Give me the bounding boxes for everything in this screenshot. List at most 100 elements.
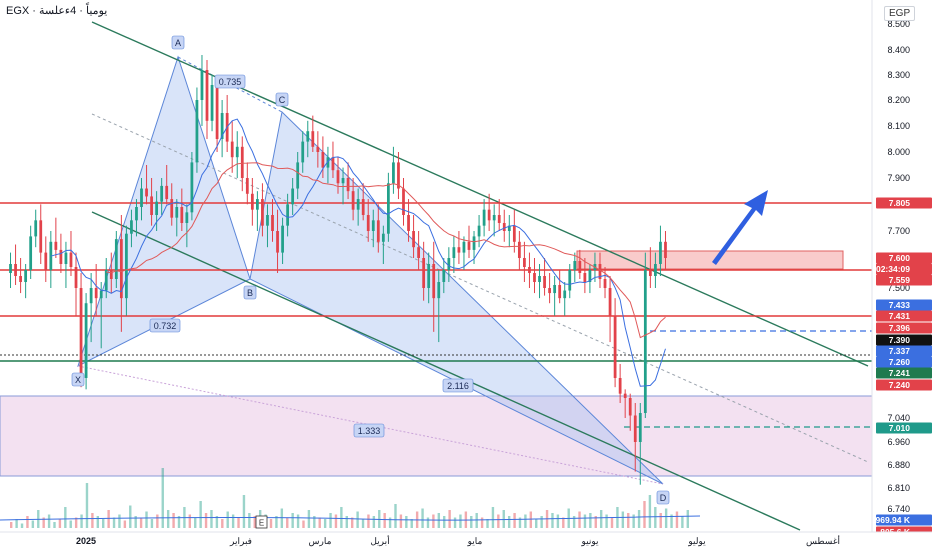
volume-bar [448,510,451,528]
volume-bar [372,516,376,528]
candle-body [457,247,461,253]
volume-bar [648,495,652,528]
time-tick-label: أبريل [370,534,389,547]
harmonic-ac-line [177,56,283,113]
price-tag-value: 7.433 [889,300,911,310]
volume-bar [491,507,495,528]
volume-bar [351,517,354,528]
candle-body [185,212,189,223]
candle-body [84,303,88,378]
volume-bar [583,514,587,528]
volume-bar [161,468,164,528]
candle-body [487,209,491,221]
candle-body [502,223,506,231]
volume-bar [643,501,646,528]
candle-body [210,85,214,121]
candle-body [517,241,521,258]
candle-body [281,225,284,253]
price-tag-value: 7.010 [889,423,911,433]
candle-body [462,241,466,253]
volume-bar [145,511,148,528]
volume-bar [139,517,143,528]
candle-body [392,162,395,184]
candle-body [648,270,652,276]
candle-body [271,215,274,231]
candle-body [230,141,234,158]
candle-body [356,199,360,210]
currency-badge[interactable]: EGP [884,6,916,21]
volume-bar [10,522,13,528]
price-tick-label: 7.900 [887,173,910,183]
candle-body [371,220,375,231]
price-tag-box [876,422,932,434]
candle-body [250,193,254,210]
time-axis-bg [0,532,932,550]
volume-bar [74,517,78,528]
candle-body [94,288,98,299]
volume-bar [670,514,673,528]
volume-bar [605,514,608,528]
candle-body [402,188,405,215]
candle-body [39,220,43,253]
candle-body [165,185,169,200]
volume-bar [123,520,127,528]
price-tick-label: 6.810 [887,483,910,493]
volume-bar [459,514,462,528]
volume-bar [85,483,89,528]
volume-bar [177,516,181,528]
candle-body [240,146,244,178]
price-tick-label: 8.200 [887,95,910,105]
candle-body [140,188,143,207]
price-tick-label: 7.500 [887,283,910,293]
volume-bar [231,514,235,528]
price-tag-value: 7.240 [889,380,911,390]
candle-body [119,239,123,299]
candle-body [336,170,340,184]
candle-body [643,270,647,413]
moving-average-20 [106,162,666,339]
candle-body [109,270,113,279]
candle-body [205,70,209,121]
volume-bar [681,516,684,528]
candle-body [59,249,63,264]
candle-body [351,191,355,210]
candle-body [397,162,400,189]
candle-body [583,273,587,282]
volume-bar [610,517,614,528]
volume-bar [345,516,348,528]
candle-body [54,241,58,250]
volume-bar [594,516,597,528]
volume-bar [361,519,365,528]
volume-bar [296,514,300,528]
volume-bar [334,514,338,528]
candle-body [220,113,224,139]
volume-bar [405,516,408,528]
volume-bar [340,507,343,528]
ratio-label-box [353,423,385,438]
channel-lower-line [91,211,801,531]
candle-body [286,204,290,226]
volume-bar [421,508,424,528]
candle-body [145,188,148,197]
candle-body [311,131,315,147]
volume-bar [64,507,67,528]
candle-body [155,201,159,215]
volume-bar [453,517,457,528]
volume-bar [323,519,327,528]
volume-bar [150,519,154,528]
candle-body [9,264,12,273]
price-tag-box [876,514,932,526]
candle-body [472,236,476,250]
volume-bar [632,514,635,528]
candle-body [200,70,204,100]
candle-body [598,264,602,279]
price-tag-value: 7.241 [889,368,911,378]
price-tag-box [876,379,932,391]
candle-body [664,241,667,258]
price-tag-box [876,345,932,357]
volume-bar [226,511,229,528]
volume-bar [621,511,625,528]
candle-body [507,225,511,231]
candle-body [618,377,622,394]
